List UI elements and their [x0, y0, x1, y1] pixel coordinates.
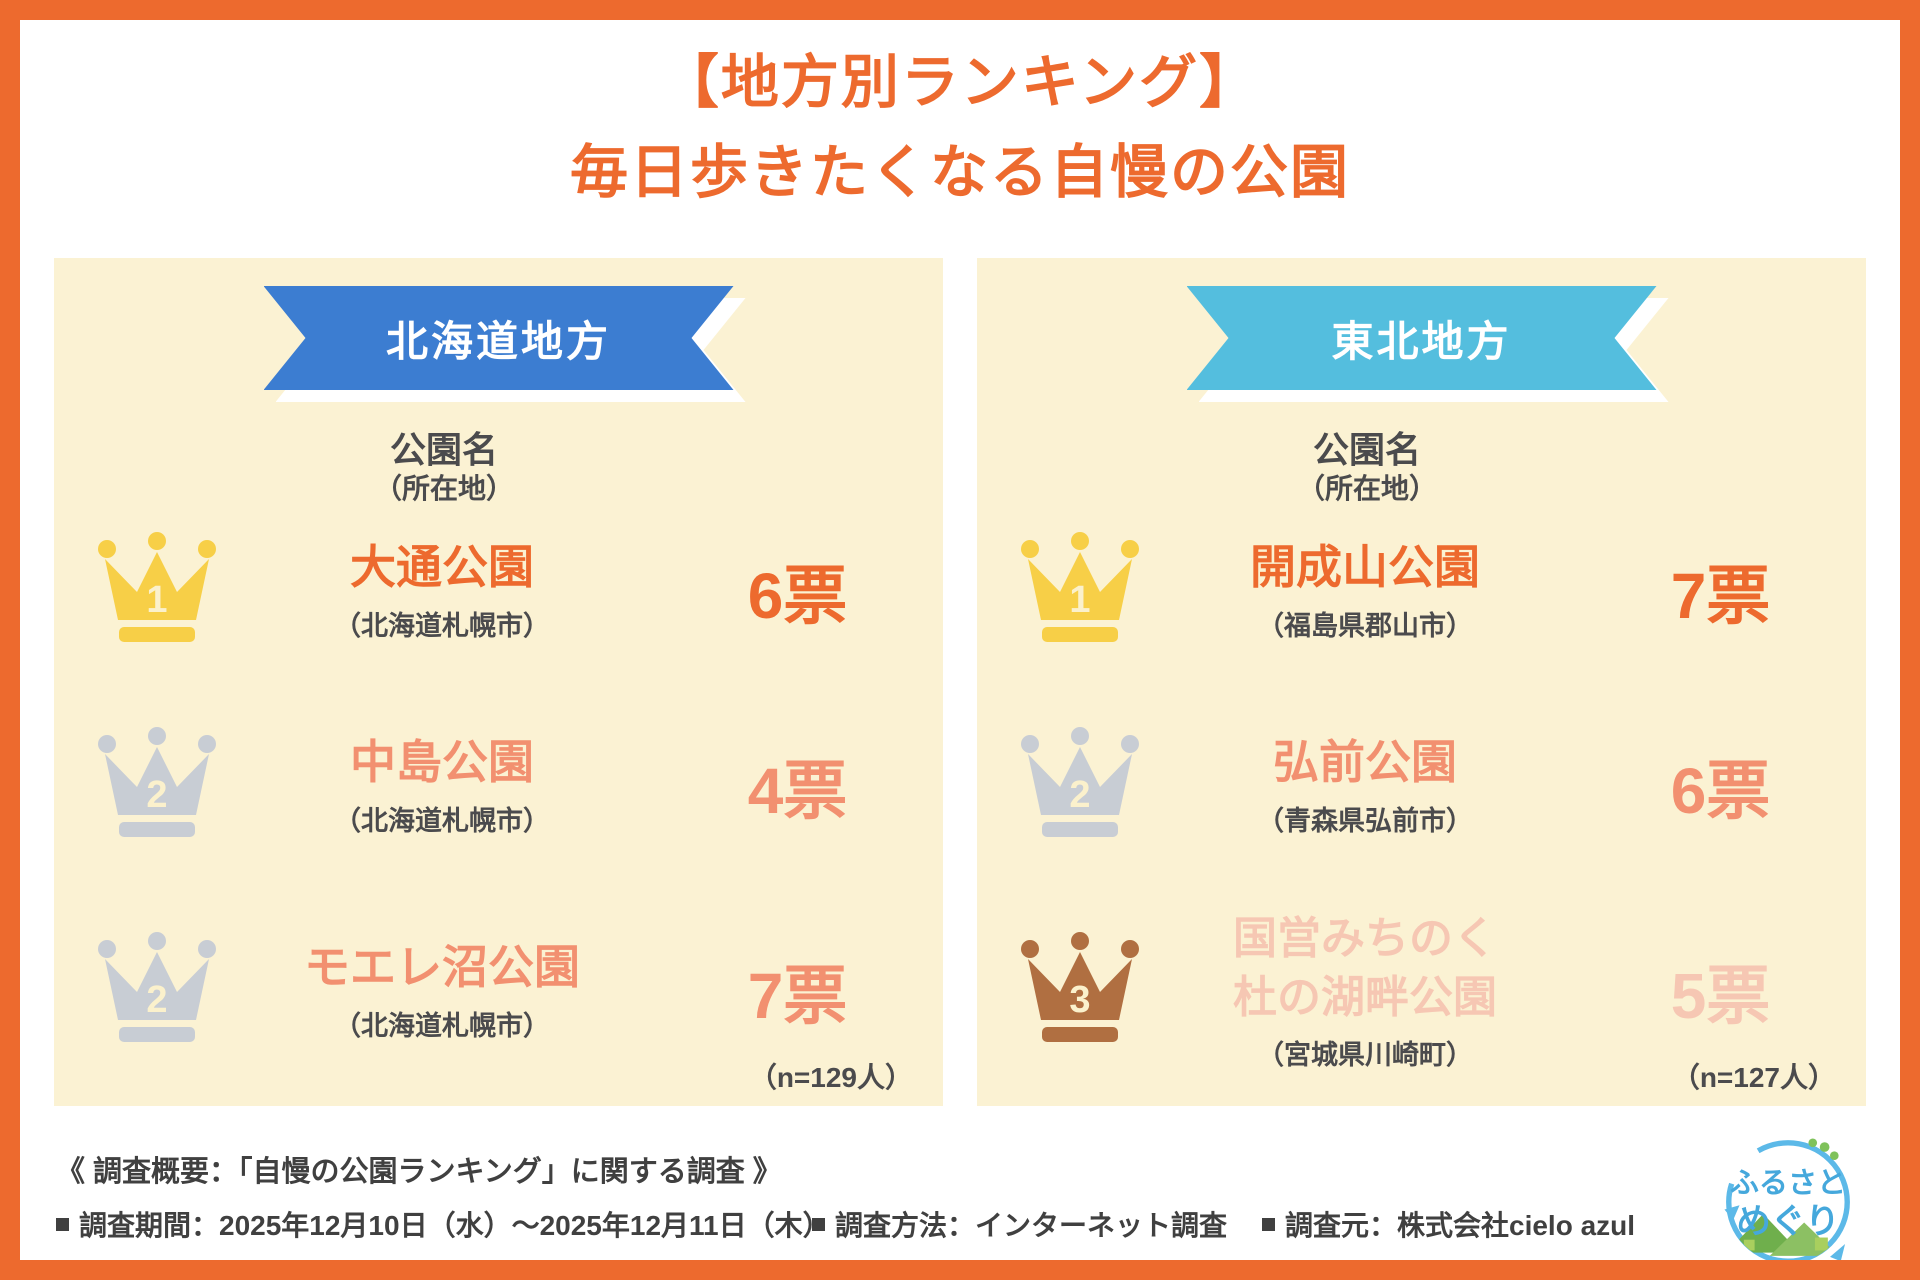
survey-count: 調査人数：1,027人 [1463, 1257, 1724, 1280]
bullet-icon [1262, 1217, 1275, 1231]
vote-count-box: 6票 [652, 545, 943, 637]
survey-target: 調査対象：調査回答時に公園が好きな20〜60代の男女と回答したモニター [56, 1257, 997, 1280]
park-info: 弘前公園 （青森県弘前市） [1155, 733, 1575, 838]
arrowhead-icon [1724, 1205, 1740, 1221]
survey-monitor: モニター提供元：PRIZMAリサーチ [997, 1257, 1463, 1280]
bullet-icon [812, 1217, 825, 1231]
park-location: （北海道札幌市） [334, 610, 550, 641]
vote-count: 7票 [1670, 559, 1771, 632]
park-location: （北海道札幌市） [334, 805, 550, 836]
park-info: 開成山公園 （福島県郡山市） [1155, 538, 1575, 643]
column-header: 公園名 （所在地） [1112, 428, 1622, 508]
page-title: 【地方別ランキング】 毎日歩きたくなる自慢の公園 [20, 38, 1900, 218]
column-header-location: （所在地） [373, 473, 514, 505]
rank-number: 2 [1069, 774, 1090, 816]
panel-tohoku: 東北地方 公園名 （所在地） 1 開成山公園 （福島県郡山市） 7票 [977, 258, 1866, 1106]
park-location: （青森県弘前市） [1257, 805, 1473, 836]
survey-line-2: 調査対象：調査回答時に公園が好きな20〜60代の男女と回答したモニター モニター… [56, 1257, 1696, 1280]
park-name: 弘前公園 [1273, 736, 1457, 789]
park-info: 国営みちのく 杜の湖畔公園 （宮城県川崎町） [1155, 909, 1575, 1073]
vote-count: 7票 [747, 959, 848, 1032]
bullet-icon [56, 1271, 69, 1280]
park-location: （宮城県川崎町） [1257, 1040, 1473, 1071]
park-name: 開成山公園 [1250, 541, 1480, 594]
park-location: （福島県郡山市） [1257, 610, 1473, 641]
crown-gold-icon: 1 [1005, 531, 1155, 650]
column-header-park: 公園名 [1312, 429, 1421, 470]
rank-row: 1 大通公園 （北海道札幌市） 6票 [54, 513, 943, 668]
column-header-location: （所在地） [1296, 473, 1437, 505]
region-label: 東北地方 [1331, 317, 1512, 365]
rank-row: 2 弘前公園 （青森県弘前市） 6票 [977, 708, 1866, 863]
ribbon-banner: 東北地方 [1187, 286, 1657, 390]
furusato-meguri-logo: ふるさと めぐり [1724, 1138, 1850, 1260]
survey-method: 調査方法：インターネット調査 [812, 1204, 1262, 1244]
crown-bronze-icon: 3 [1005, 931, 1155, 1050]
rank-row: 2 モエレ沼公園 （北海道札幌市） 7票 [54, 898, 943, 1083]
park-location: （北海道札幌市） [334, 1010, 550, 1041]
ribbon-hokkaido: 北海道地方 [264, 286, 734, 390]
park-name: モエレ沼公園 [304, 941, 580, 994]
vote-count: 6票 [1670, 754, 1771, 827]
bullet-icon [997, 1271, 1010, 1280]
region-label: 北海道地方 [385, 317, 611, 365]
park-info: 大通公園 （北海道札幌市） [232, 538, 652, 643]
vote-count-box: 7票 [1575, 545, 1866, 637]
mountain-icons [1726, 1213, 1839, 1256]
ribbon-banner: 北海道地方 [264, 286, 734, 390]
column-header: 公園名 （所在地） [189, 428, 699, 508]
bullet-icon [56, 1217, 69, 1231]
crown-gold-icon: 1 [82, 531, 232, 650]
park-info: 中島公園 （北海道札幌市） [232, 733, 652, 838]
vote-count: 4票 [747, 754, 848, 827]
sample-size: （n=127人） [1671, 1062, 1836, 1093]
ribbon-tohoku: 東北地方 [1187, 286, 1657, 390]
survey-period: 調査期間：2025年12月10日（水）〜2025年12月11日（木） [56, 1204, 831, 1244]
panel-hokkaido: 北海道地方 公園名 （所在地） 1 大通公園 （北海道札幌市） 6票 [54, 258, 943, 1106]
rank-row: 1 開成山公園 （福島県郡山市） 7票 [977, 513, 1866, 668]
rank-number: 3 [1069, 979, 1090, 1021]
rank-number: 1 [146, 579, 167, 621]
logo-text-1: ふるさと [1730, 1167, 1846, 1199]
logo-text-2: めぐり [1736, 1203, 1839, 1241]
rank-row: 3 国営みちのく 杜の湖畔公園 （宮城県川崎町） 5票 [977, 898, 1866, 1083]
leaf-icons [1808, 1138, 1839, 1160]
rank-number: 1 [1069, 579, 1090, 621]
survey-source: 調査元：株式会社cielo azul [1262, 1204, 1635, 1244]
park-name: 大通公園 [350, 541, 534, 594]
vote-count-box: 6票 [1575, 740, 1866, 832]
column-header-park: 公園名 [389, 429, 498, 470]
circle-arrow-icon [1726, 1140, 1850, 1260]
rank-number: 2 [146, 774, 167, 816]
park-name: 中島公園 [350, 736, 534, 789]
crown-silver-icon: 2 [1005, 726, 1155, 845]
title-line-1: 【地方別ランキング】 [660, 50, 1260, 115]
crown-silver-icon: 2 [82, 931, 232, 1050]
bullet-icon [1463, 1271, 1476, 1280]
vote-count-box: 4票 [652, 740, 943, 832]
crown-silver-icon: 2 [82, 726, 232, 845]
arrowhead-icon [1830, 1244, 1846, 1260]
vote-count: 6票 [747, 559, 848, 632]
survey-heading: 《 調査概要：「自慢の公園ランキング」に関する調査 》 [56, 1156, 782, 1188]
park-name: 国営みちのく 杜の湖畔公園 [1233, 913, 1497, 1022]
rank-number: 2 [146, 979, 167, 1021]
rank-row: 2 中島公園 （北海道札幌市） 4票 [54, 708, 943, 863]
vote-count: 5票 [1670, 959, 1771, 1032]
vote-count-box: 7票 [652, 945, 943, 1037]
sample-size: （n=129人） [748, 1062, 913, 1093]
vote-count-box: 5票 [1575, 945, 1866, 1037]
survey-overview: 《 調査概要：「自慢の公園ランキング」に関する調査 》 調査期間：2025年12… [56, 1148, 1696, 1280]
survey-line-1: 調査期間：2025年12月10日（水）〜2025年12月11日（木） 調査方法：… [56, 1204, 1696, 1244]
title-line-2: 毎日歩きたくなる自慢の公園 [569, 139, 1350, 205]
park-info: モエレ沼公園 （北海道札幌市） [232, 938, 652, 1043]
